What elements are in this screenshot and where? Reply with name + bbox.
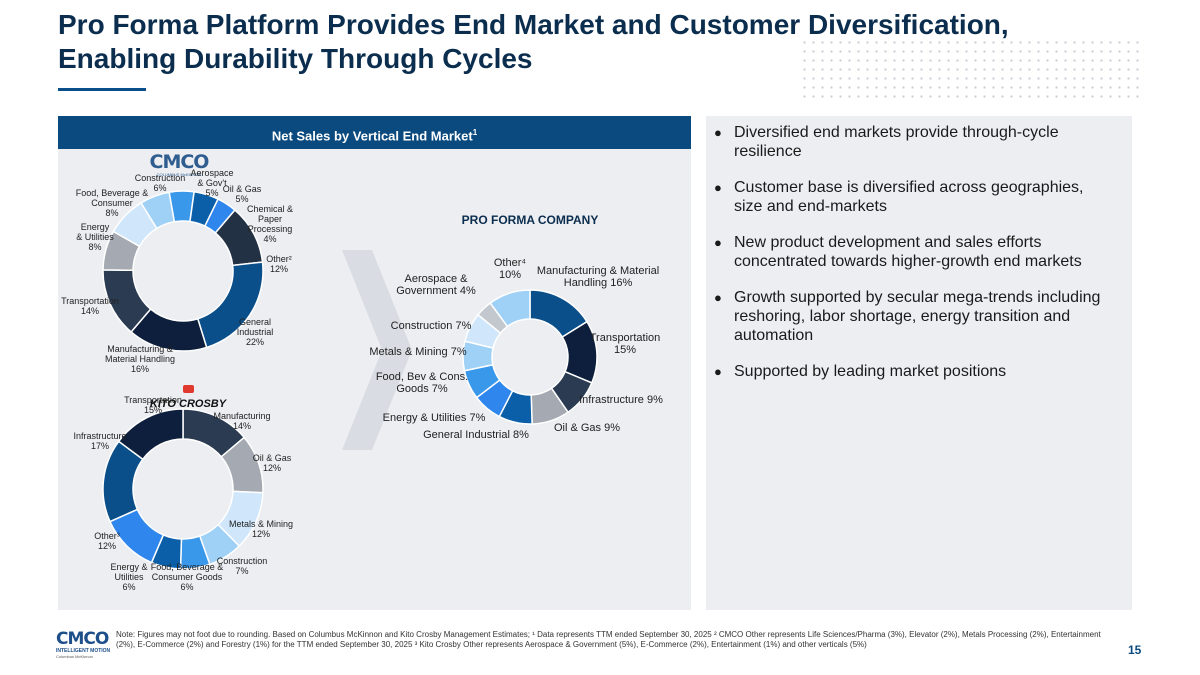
slice-label: Metals & Mining 7%: [369, 346, 466, 358]
slice-label: Other⁴ 10%: [494, 257, 527, 281]
slice-label: Manufacturing & Material Handling 16%: [105, 344, 175, 374]
dot-pattern-decoration: [800, 38, 1140, 98]
slice-label: Chemical & Paper Processing 4%: [247, 204, 293, 244]
bullet-item: Customer base is diversified across geog…: [714, 178, 1114, 216]
slice-label: Oil & Gas 12%: [253, 453, 292, 473]
bullet-item: Supported by leading market positions: [714, 362, 1114, 381]
donut-slice: [489, 289, 531, 328]
chart-title: PRO FORMA COMPANY: [462, 213, 599, 227]
slice-label: Energy & Utilities 8%: [76, 222, 114, 252]
slice-label: Construction 7%: [391, 320, 472, 332]
slice-label: Metals & Mining 12%: [229, 519, 293, 539]
page-number: 15: [1128, 643, 1142, 657]
slice-label: Manufacturing 14%: [213, 411, 270, 431]
slice-label: Oil & Gas 9%: [554, 422, 620, 434]
slice-label: Food, Bev & Cons. Goods 7%: [376, 371, 468, 395]
slice-label: Aerospace & Government 4%: [396, 273, 476, 297]
slice-label: Transportation 14%: [61, 296, 119, 316]
title-underline: [58, 88, 146, 91]
donut-slice: [140, 191, 176, 230]
footer-logo-sub2: Columbus McKinnon: [56, 654, 93, 659]
slice-label: Transportation 15%: [590, 332, 661, 356]
slice-label: General Industrial 8%: [423, 429, 529, 441]
donut-chart-1: Manufacturing 14% Oil & Gas 12% Metals & Min…: [73, 395, 293, 592]
footnote: Note: Figures may not foot due to roundi…: [116, 630, 1101, 649]
kito-badge-icon: [182, 385, 194, 393]
slice-label: Transportation 15%: [124, 395, 182, 415]
kito-crosby-logo: KITO CROSBY: [148, 380, 228, 410]
slice-label: General Industrial 22%: [237, 317, 274, 347]
slice-label: Infrastructure 9%: [579, 394, 663, 406]
slice-label: Other² 12%: [266, 254, 292, 274]
cmco-logo-mark: CMCO: [149, 151, 210, 173]
slice-label: Oil & Gas 5%: [223, 184, 262, 204]
page-title: Pro Forma Platform Provides End Market a…: [58, 9, 1009, 74]
chart-panel-header: Net Sales by Vertical End Market1: [58, 116, 691, 149]
slice-label: Manufacturing & Material Handling 16%: [537, 265, 659, 289]
footer-logo: CMCO INTELLIGENT MOTION Columbus McKinno…: [56, 630, 112, 664]
footer-logo-sub: INTELLIGENT MOTION: [56, 648, 111, 654]
slice-label: Food, Beverage & Consumer 8%: [76, 188, 149, 218]
slice-label: Food, Beverage & Consumer Goods 6%: [151, 562, 224, 592]
slice-label: Energy & Utilities 7%: [383, 412, 486, 424]
bullet-item: New product development and sales effort…: [714, 233, 1114, 271]
bullet-list: Diversified end markets provide through-…: [714, 123, 1114, 398]
chevron-arrow-icon: [342, 250, 412, 450]
bullet-item: Growth supported by secular mega-trends …: [714, 288, 1114, 345]
slice-label: Construction 6%: [135, 173, 186, 193]
donut-chart-2: Manufacturing & Material Handling 16% Tran…: [369, 213, 663, 441]
slice-label: Infrastructure 17%: [73, 431, 126, 451]
cmco-logo: CMCO COLUMBUS McKINNON: [146, 152, 212, 178]
chart-panel-header-sup: 1: [472, 128, 478, 137]
slice-label: Other³ 12%: [94, 531, 120, 551]
bullet-item: Diversified end markets provide through-…: [714, 123, 1114, 161]
slice-label: Aerospace & Gov't 5%: [190, 168, 233, 198]
footer-logo-mark: CMCO: [56, 629, 109, 649]
cmco-logo-sub: COLUMBUS McKINNON: [156, 172, 202, 177]
donut-chart-0: General Industrial 22% Manufacturing & Mater…: [61, 168, 293, 374]
donut-slice: [117, 408, 184, 461]
kito-logo-text: KITO CROSBY: [149, 398, 227, 410]
slice-label: Construction 7%: [217, 556, 268, 576]
chart-panel-header-text: Net Sales by Vertical End Market: [271, 128, 473, 144]
slice-label: Energy & Utilities 6%: [110, 562, 147, 592]
